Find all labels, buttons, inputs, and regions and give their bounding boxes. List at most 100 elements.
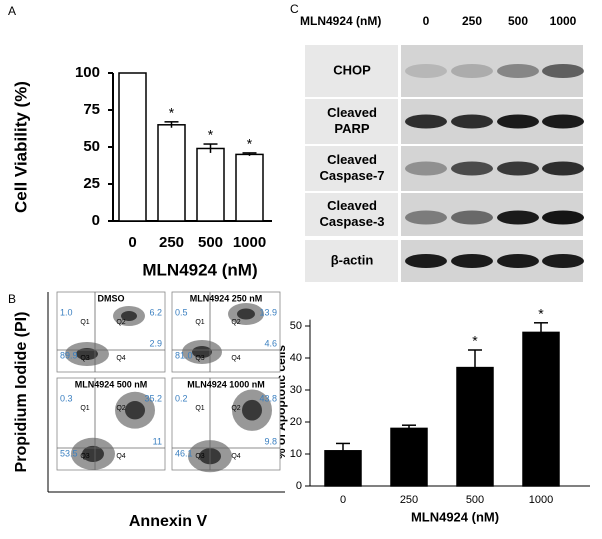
band (405, 161, 447, 176)
significance: * (472, 333, 478, 349)
bar (522, 331, 560, 487)
band (405, 114, 447, 129)
row-label: Cleaved (327, 198, 377, 213)
y-tick-label: 50 (83, 138, 100, 155)
label-box (305, 99, 398, 144)
quadrant-value: 0.2 (175, 393, 188, 403)
y-tick-label: 40 (290, 352, 302, 364)
quadrant-value: 0.3 (60, 393, 73, 403)
y-tick-label: 50 (290, 320, 302, 332)
quadrant-value: 46.1 (175, 448, 193, 458)
significance: * (208, 127, 214, 143)
band (405, 64, 447, 78)
lane-label: 0 (423, 14, 430, 28)
significance: * (247, 136, 253, 152)
y-tick-label: 100 (75, 64, 100, 81)
x-axis-label: MLN4924 (nM) (142, 260, 257, 279)
quadrant-name: Q3 (80, 453, 89, 460)
band (542, 254, 584, 268)
x-axis-label: MLN4924 (nM) (411, 509, 499, 524)
label-box (305, 146, 398, 191)
quadrant-name: Q2 (231, 319, 240, 326)
y-tick-label: 10 (290, 448, 302, 460)
flow-title: MLN4924 250 nM (190, 293, 263, 303)
band (405, 210, 447, 225)
flow-dots (82, 445, 104, 462)
flow-title: MLN4924 1000 nM (187, 379, 265, 389)
blot-header: MLN4924 (nM) (300, 14, 381, 28)
quadrant-value: 9.8 (264, 436, 277, 446)
band (451, 254, 493, 268)
row-label: Caspase-7 (319, 168, 384, 183)
quadrant-name: Q2 (116, 405, 125, 412)
bar (118, 72, 147, 222)
band (497, 254, 539, 268)
significance: * (169, 105, 175, 121)
band (497, 64, 539, 78)
band (451, 114, 493, 129)
quadrant-value: 2.9 (149, 338, 162, 348)
quadrant-name: Q4 (231, 453, 240, 460)
quadrant-name: Q1 (195, 405, 204, 412)
x-tick-label: 0 (128, 234, 136, 251)
quadrant-value: 89.9 (60, 350, 78, 360)
x-tick-label: 1000 (529, 494, 553, 506)
quadrant-value: 11 (153, 436, 162, 446)
bar (196, 147, 225, 222)
lane-label: 500 (508, 14, 528, 28)
x-tick-label: 250 (400, 494, 418, 506)
panel-label: A (8, 4, 16, 18)
band (542, 161, 584, 176)
label-box (305, 45, 398, 97)
quadrant-value: 6.2 (149, 307, 162, 317)
quadrant-value: 43.8 (259, 393, 277, 403)
lane-label: 250 (462, 14, 482, 28)
band (497, 114, 539, 129)
flow-y-label: Propidium Iodide (PI) (13, 312, 30, 473)
quadrant-name: Q4 (116, 453, 125, 460)
quadrant-name: Q3 (80, 355, 89, 362)
row-label: Cleaved (327, 105, 377, 120)
band (542, 210, 584, 225)
x-tick-label: 500 (198, 234, 223, 251)
band (542, 64, 584, 78)
bar (157, 124, 186, 222)
quadrant-value: 0.5 (175, 307, 188, 317)
flow-title: DMSO (98, 293, 125, 303)
quadrant-value: 81.0 (175, 350, 193, 360)
bar (324, 450, 362, 487)
bar (390, 427, 428, 487)
flow-dots (242, 399, 262, 421)
x-tick-label: 250 (159, 234, 184, 251)
band (405, 254, 447, 268)
flow-title: MLN4924 500 nM (75, 379, 148, 389)
flow-dots (121, 311, 137, 321)
band (451, 64, 493, 78)
y-tick-label: 25 (83, 175, 100, 192)
y-axis-label: Cell Viability (%) (11, 81, 30, 213)
quadrant-value: 53.5 (60, 448, 78, 458)
y-tick-label: 0 (92, 212, 100, 229)
quadrant-value: 35.2 (144, 393, 162, 403)
row-label: CHOP (333, 62, 371, 77)
significance: * (538, 306, 544, 322)
band (451, 161, 493, 176)
row-label: PARP (334, 121, 369, 136)
x-tick-label: 1000 (233, 234, 266, 251)
flow-x-label: Annexin V (129, 513, 208, 530)
label-box (305, 240, 398, 282)
panel-label: C (290, 2, 299, 16)
x-tick-label: 0 (340, 494, 346, 506)
x-tick-label: 500 (466, 494, 484, 506)
y-tick-label: 75 (83, 101, 100, 118)
quadrant-name: Q1 (80, 405, 89, 412)
row-label: Cleaved (327, 152, 377, 167)
quadrant-value: 4.6 (264, 338, 277, 348)
y-tick-label: 20 (290, 416, 302, 428)
label-box (305, 193, 398, 236)
band (451, 210, 493, 225)
row-label: β-actin (331, 252, 374, 267)
y-tick-label: 30 (290, 384, 302, 396)
quadrant-name: Q2 (231, 405, 240, 412)
